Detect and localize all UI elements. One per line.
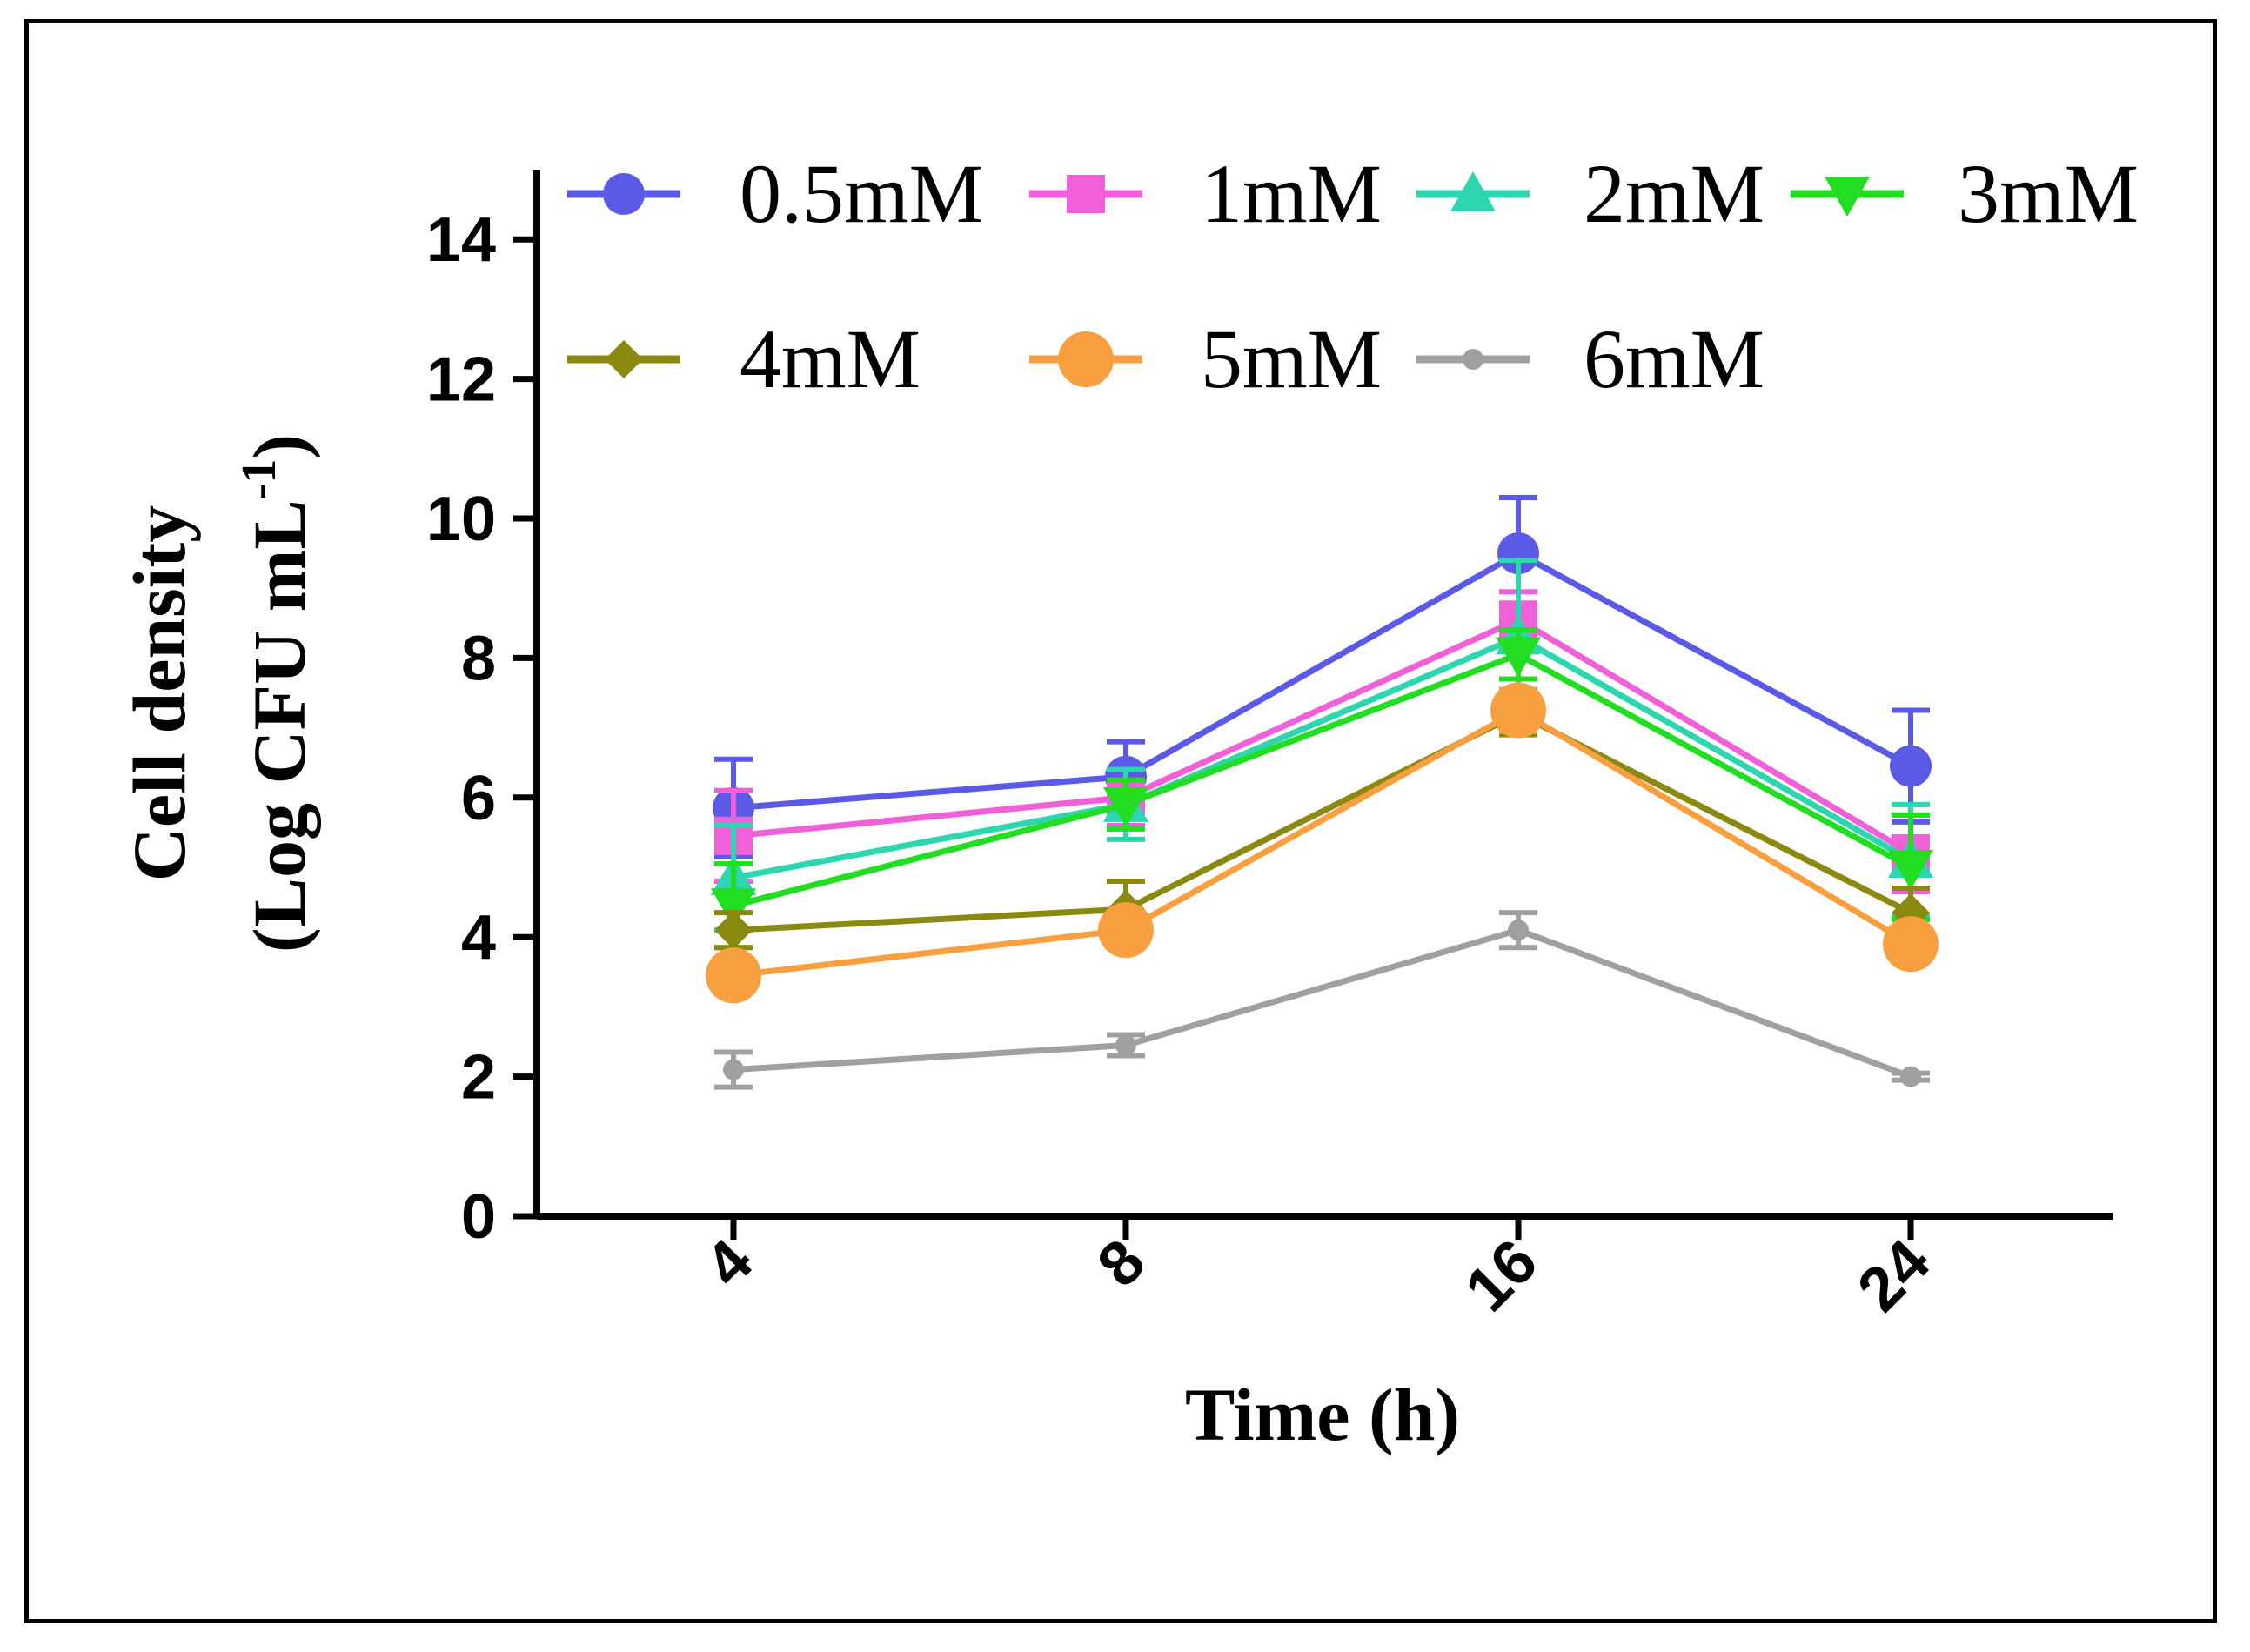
x-tick-label: 8 xyxy=(1084,1227,1158,1301)
y-axis-title-line2: (Log CFU mL-1) xyxy=(232,434,321,953)
y-tick-label: 4 xyxy=(461,903,496,973)
data-point xyxy=(706,947,761,1004)
legend-marker xyxy=(1463,349,1483,370)
y-axis-ticks: 0 2 4 6 8 10 12 14 xyxy=(426,205,537,1252)
data-point xyxy=(1883,916,1939,973)
legend-label: 2mM xyxy=(1584,147,1765,240)
x-tick-label: 24 xyxy=(1845,1227,1943,1325)
data-point xyxy=(1098,902,1154,959)
legend-item-6mM: 6mM xyxy=(1416,312,1765,405)
series-layer xyxy=(706,494,1939,1090)
legend-marker xyxy=(1058,331,1114,387)
series-line xyxy=(733,710,1912,933)
y-tick-label: 6 xyxy=(461,764,496,833)
data-point xyxy=(1115,1034,1136,1056)
x-axis-ticks: 4 8 16 24 xyxy=(692,1216,1943,1325)
legend-item-5mM: 5mM xyxy=(1029,312,1382,405)
data-point xyxy=(714,911,753,950)
y-tick-label: 12 xyxy=(426,345,496,415)
series-6mM xyxy=(714,910,1930,1090)
legend-item-3mM: 3mM xyxy=(1791,147,2139,240)
legend-item-4mM: 4mM xyxy=(567,312,921,405)
series-line xyxy=(733,926,1912,1080)
data-point xyxy=(1497,532,1539,575)
series-3mM xyxy=(711,627,1933,951)
data-point xyxy=(1508,920,1529,941)
data-point xyxy=(1888,850,1933,890)
y-axis-title-superscript: -1 xyxy=(232,459,286,500)
y-axis-title-line1: Cell density xyxy=(117,505,201,881)
series-line xyxy=(733,550,1912,812)
legend-marker xyxy=(1067,175,1105,213)
series-line xyxy=(733,706,1912,979)
legend-marker xyxy=(605,340,643,378)
legend-marker xyxy=(1825,177,1870,217)
legend-item-0.5mM: 0.5mM xyxy=(567,147,983,240)
legend-label: 1mM xyxy=(1201,147,1382,240)
y-tick-label: 14 xyxy=(426,205,496,275)
legend-label: 4mM xyxy=(740,312,921,405)
legend-marker xyxy=(603,173,645,215)
legend-item-2mM: 2mM xyxy=(1416,147,1765,240)
y-tick-label: 10 xyxy=(426,485,496,554)
series-0.5mM xyxy=(713,494,1932,859)
series-5mM xyxy=(706,682,1939,1004)
y-axis-title-unit: (Log CFU mL xyxy=(238,499,321,953)
data-point xyxy=(1490,682,1546,739)
legend: 0.5mM 1mM 2mM 3mM 4mM 5mM 6mM xyxy=(567,147,2139,405)
data-point xyxy=(1496,637,1541,678)
series-line xyxy=(733,651,1912,909)
series-line xyxy=(733,616,1912,856)
x-tick-label: 4 xyxy=(692,1227,766,1301)
legend-label: 3mM xyxy=(1958,147,2139,240)
legend-label: 0.5mM xyxy=(740,147,983,240)
legend-marker xyxy=(1450,171,1496,211)
data-point xyxy=(711,888,756,929)
data-point xyxy=(723,1059,744,1080)
data-point xyxy=(1103,786,1148,827)
y-tick-label: 8 xyxy=(461,624,496,693)
legend-label: 6mM xyxy=(1584,312,1765,405)
y-axis-title-close: ) xyxy=(238,434,321,459)
legend-label: 5mM xyxy=(1201,312,1382,405)
series-2mM xyxy=(711,558,1933,933)
series-line xyxy=(733,633,1912,881)
y-tick-label: 2 xyxy=(461,1043,496,1113)
x-axis-title: Time (h) xyxy=(1185,1373,1460,1456)
legend-item-1mM: 1mM xyxy=(1029,147,1382,240)
x-tick-label: 16 xyxy=(1452,1227,1550,1325)
y-axis-title: Cell density (Log CFU mL-1) xyxy=(117,434,321,953)
data-point xyxy=(1900,1066,1921,1087)
y-tick-label: 0 xyxy=(461,1182,496,1252)
data-point xyxy=(1890,745,1932,787)
